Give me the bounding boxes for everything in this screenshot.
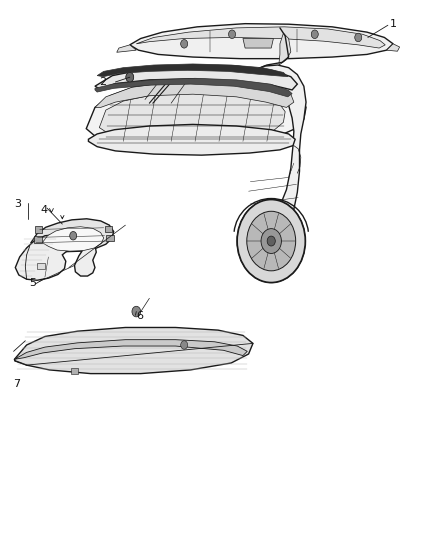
Polygon shape — [34, 236, 42, 243]
Polygon shape — [74, 244, 96, 276]
Circle shape — [132, 306, 141, 317]
Polygon shape — [106, 235, 114, 241]
Polygon shape — [245, 65, 306, 249]
Circle shape — [229, 30, 236, 38]
Polygon shape — [14, 327, 253, 374]
Polygon shape — [35, 226, 42, 232]
Polygon shape — [130, 23, 393, 59]
Polygon shape — [86, 79, 306, 150]
Circle shape — [181, 39, 187, 48]
Circle shape — [126, 72, 134, 82]
Polygon shape — [43, 227, 104, 251]
Text: 7: 7 — [14, 379, 21, 389]
Circle shape — [267, 236, 276, 246]
Polygon shape — [31, 219, 114, 252]
Polygon shape — [117, 45, 136, 52]
Polygon shape — [387, 44, 399, 51]
Circle shape — [181, 341, 187, 349]
Polygon shape — [14, 340, 247, 359]
Polygon shape — [71, 368, 78, 374]
Polygon shape — [95, 65, 297, 90]
Polygon shape — [37, 263, 45, 269]
Text: 4: 4 — [41, 205, 48, 215]
Text: 5: 5 — [30, 278, 37, 288]
Polygon shape — [15, 235, 71, 280]
Text: 6: 6 — [136, 311, 143, 321]
Polygon shape — [136, 27, 385, 48]
Circle shape — [70, 231, 77, 240]
Polygon shape — [105, 225, 112, 232]
Circle shape — [237, 200, 305, 282]
Polygon shape — [95, 80, 294, 108]
Polygon shape — [97, 64, 288, 77]
Polygon shape — [243, 38, 273, 48]
Circle shape — [247, 211, 296, 271]
Polygon shape — [95, 78, 292, 97]
Polygon shape — [279, 33, 291, 65]
Text: 1: 1 — [390, 19, 396, 29]
Polygon shape — [99, 92, 285, 143]
Circle shape — [261, 229, 281, 254]
Text: 2: 2 — [99, 77, 106, 87]
Circle shape — [311, 30, 318, 38]
Circle shape — [355, 33, 362, 42]
Polygon shape — [88, 124, 295, 155]
Text: 3: 3 — [14, 199, 21, 209]
